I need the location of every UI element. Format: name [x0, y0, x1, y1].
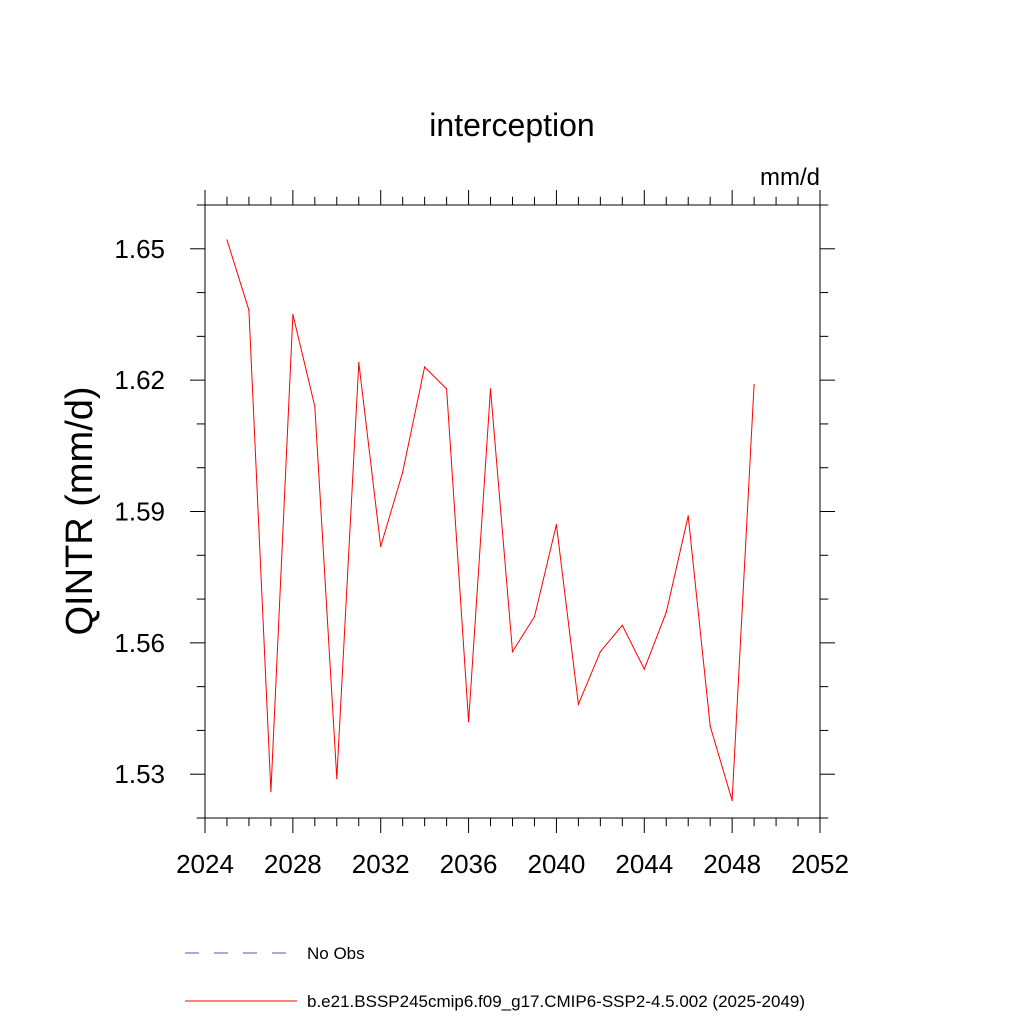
data-point [753, 383, 755, 386]
data-point [336, 778, 338, 780]
data-point [446, 388, 448, 390]
units-label: mm/d [760, 164, 820, 191]
data-point [380, 545, 382, 548]
axis-ticks [190, 190, 835, 833]
legend: No Obs b.e21.BSSP245cmip6.f09_g17.CMIP6-… [185, 944, 805, 1011]
x-tick-label: 2024 [176, 849, 234, 879]
y-tick-label: 1.56 [114, 628, 165, 658]
series-layer [226, 239, 755, 802]
x-tick-label: 2052 [791, 849, 849, 879]
data-point [226, 239, 228, 241]
data-point [402, 471, 404, 473]
data-point [424, 366, 426, 368]
data-point [270, 791, 272, 793]
data-point [621, 624, 623, 626]
y-tick-label: 1.59 [114, 497, 165, 527]
x-tick-label: 2028 [264, 849, 322, 879]
y-tick-label: 1.53 [114, 759, 165, 789]
data-point [555, 524, 558, 526]
tick-labels: 2024 2028 2032 2036 2040 2044 2048 2052 1.53 1.56… [114, 234, 849, 879]
x-tick-label: 2032 [352, 849, 410, 879]
data-point [599, 651, 602, 653]
data-point [489, 388, 492, 390]
x-tick-label: 2048 [703, 849, 761, 879]
chart-title: interception [429, 107, 594, 143]
x-tick-label: 2036 [440, 849, 498, 879]
legend-label-no-obs: No Obs [307, 944, 365, 963]
x-tick-label: 2044 [615, 849, 673, 879]
x-tick-label: 2040 [528, 849, 586, 879]
plot-frame [204, 204, 821, 819]
data-point [709, 725, 711, 727]
y-tick-label: 1.62 [114, 365, 165, 395]
data-point [358, 362, 360, 364]
data-point [511, 651, 514, 653]
data-point [314, 405, 316, 407]
data-point [292, 313, 294, 316]
y-tick-label: 1.65 [114, 234, 165, 264]
data-point [533, 616, 536, 618]
data-point [665, 611, 667, 613]
y-axis-label: QINTR (mm/d) [59, 386, 101, 635]
data-point [577, 703, 580, 705]
data-point [731, 799, 733, 802]
series-line-0 [226, 239, 755, 801]
data-point [248, 309, 250, 311]
legend-label-ssp245: b.e21.BSSP245cmip6.f09_g17.CMIP6-SSP2-4.… [307, 992, 805, 1011]
data-point [643, 668, 645, 670]
data-point [687, 515, 689, 517]
data-point [468, 721, 470, 723]
